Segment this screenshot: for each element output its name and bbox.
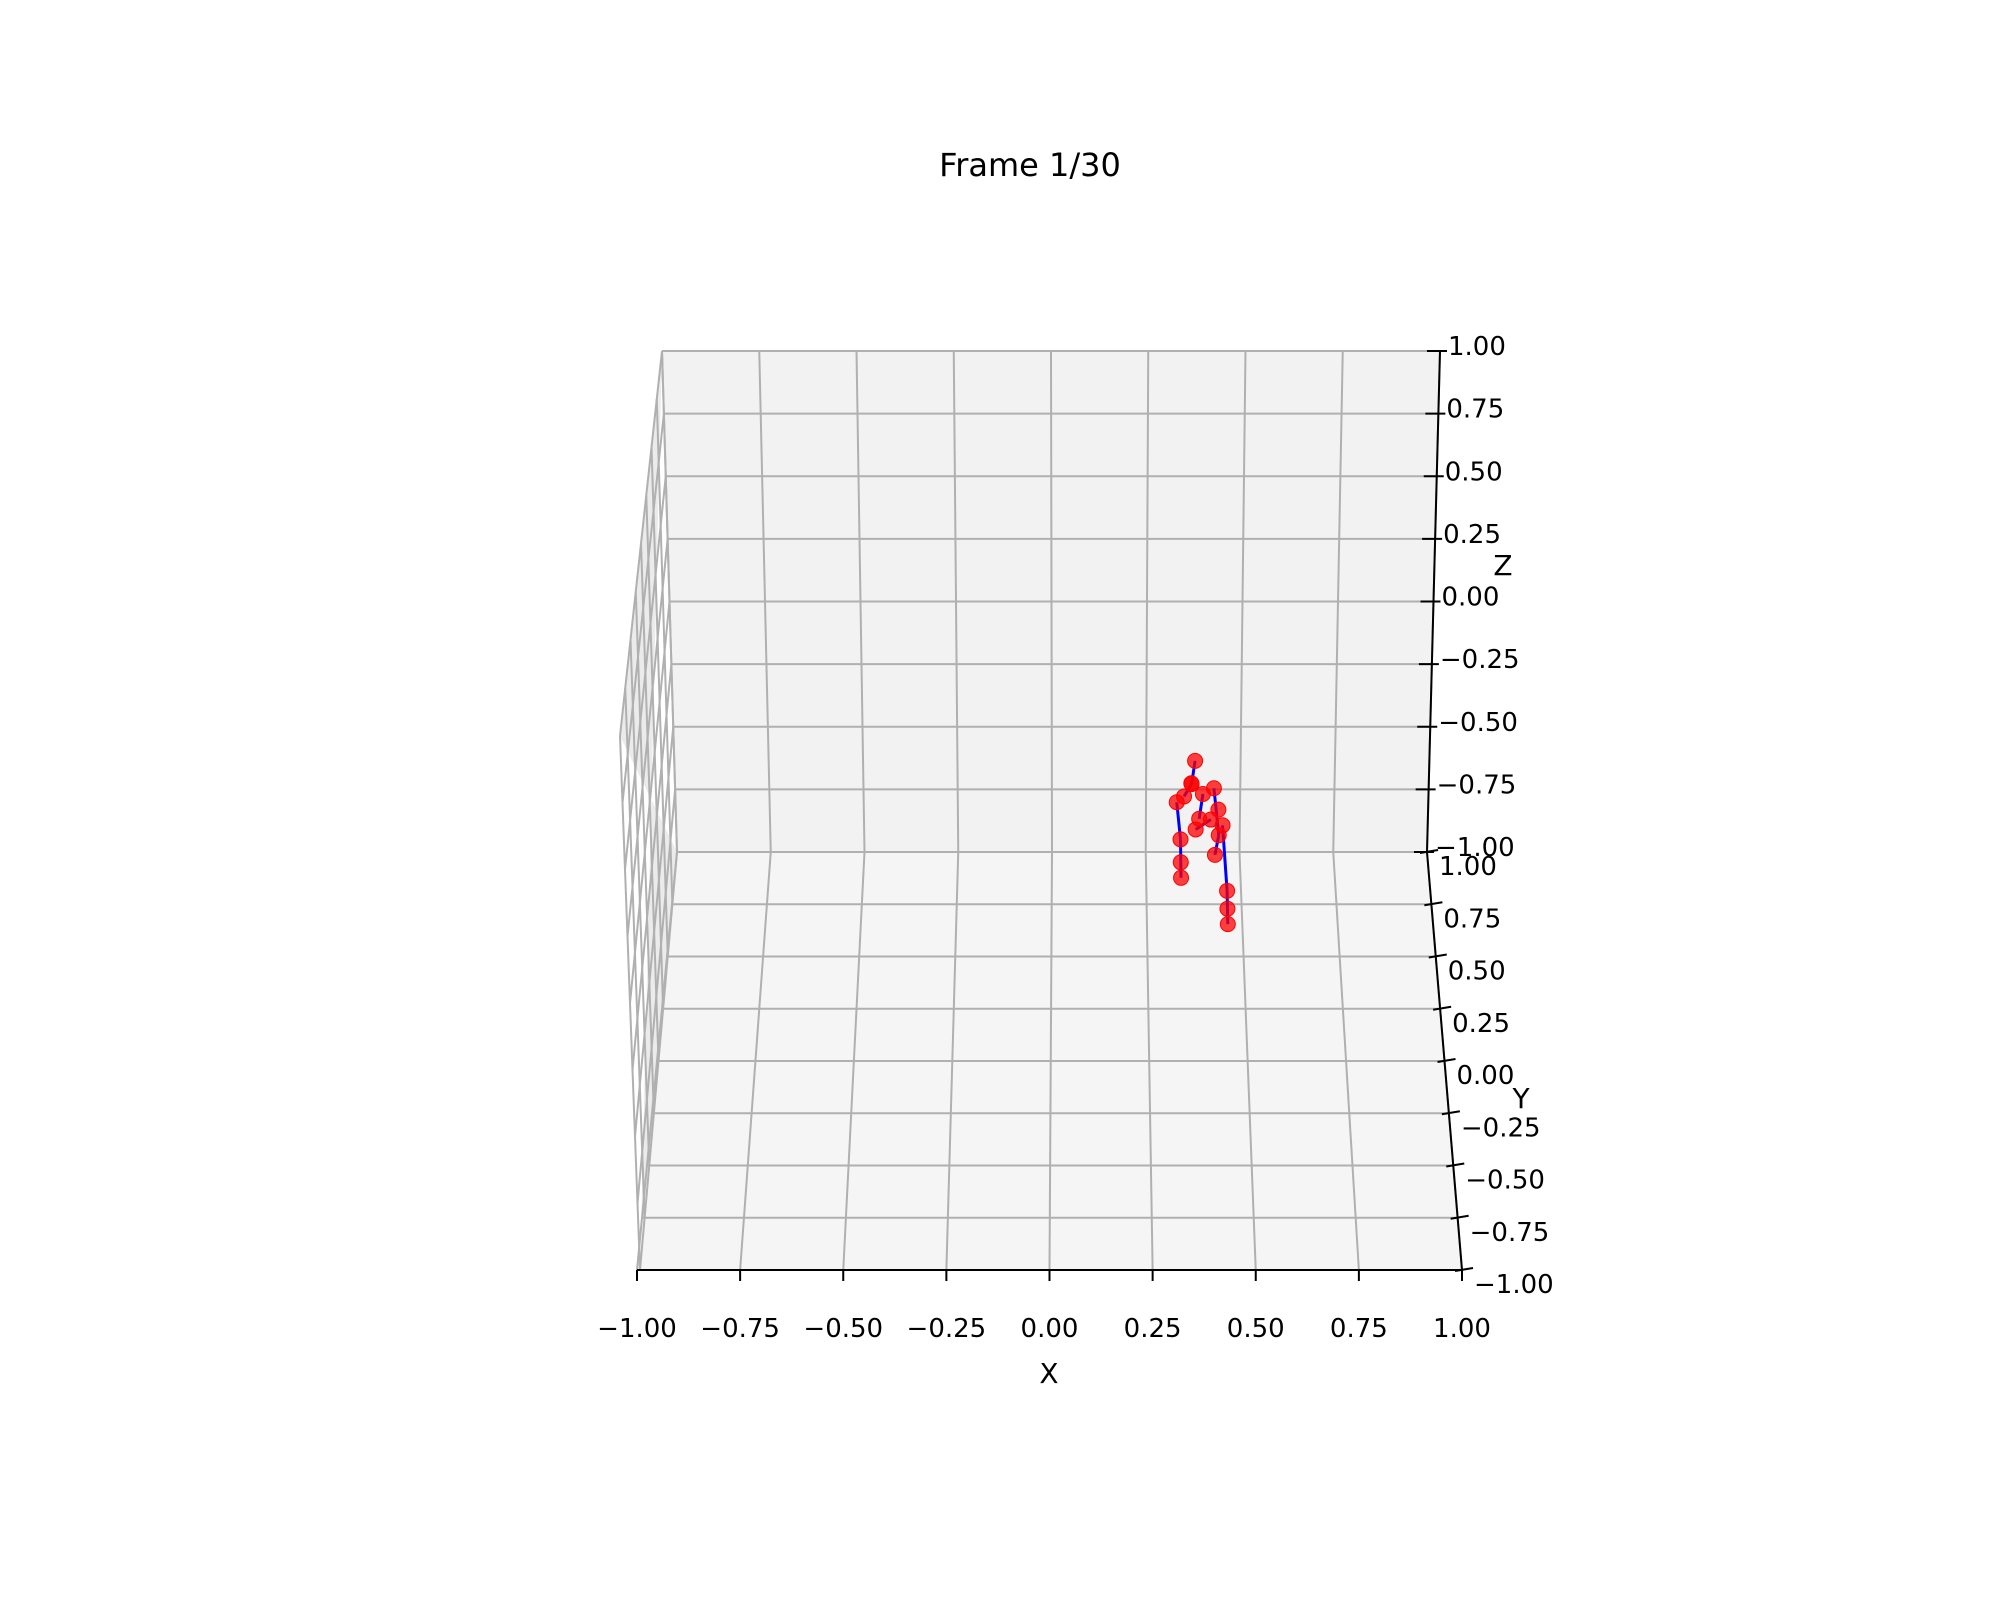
y-grid-side-7 [624,687,646,1218]
data-point-11 [1191,810,1208,827]
y-grid-side-6 [629,639,651,1166]
grid-lines [619,350,1463,1271]
y-tick-label-5: −0.25 [1461,1113,1541,1143]
y-axis-label: Y [1511,1082,1530,1115]
x-tick-label-8: 1.00 [1433,1314,1491,1344]
z-tick-label-4: 0.00 [1442,583,1500,613]
z-axis-label: Z [1493,549,1512,582]
y-tick-4 [1437,1058,1456,1063]
data-point-15 [1172,854,1189,871]
y-tick-label-6: −0.50 [1465,1166,1545,1196]
z-tick-label-2: 0.50 [1445,457,1503,487]
tick-labels: −1.00 −0.75 −0.50 −0.25 0.00 0.25 0.50 0.75 1.00… [597,332,1554,1344]
y-grid-side-4 [640,543,660,1062]
tick-marks [636,350,1474,1281]
y-tick-3 [1432,1005,1452,1011]
y-tick-label-7: −0.75 [1470,1218,1550,1248]
data-point-16 [1173,869,1190,886]
chart-title: Frame 1/30 [939,146,1121,184]
y-grid-side-5 [634,591,655,1114]
y-tick-label-0: 1.00 [1439,852,1497,882]
y-tick-8 [1454,1267,1474,1272]
y-tick-1 [1424,901,1443,907]
data-point-13 [1206,846,1223,863]
data-point-12 [1210,827,1227,844]
data-point-19 [1219,916,1236,933]
y-grid-side-1 [655,399,674,905]
x-tick-label-3: −0.25 [907,1314,987,1344]
z-tick-label-8: −1.00 [1435,833,1515,863]
x-tick-label-1: −0.75 [700,1314,780,1344]
y-tick-5 [1441,1110,1461,1116]
z-tick-label-1: 0.75 [1446,395,1504,425]
y-grid-side-8 [619,735,641,1271]
z-tick-label-6: −0.50 [1438,708,1518,738]
x-tick-label-6: 0.50 [1227,1314,1285,1344]
y-tick-label-8: −1.00 [1474,1270,1554,1300]
y-tick-2 [1428,953,1447,959]
data-point-14 [1172,831,1189,848]
axis-panes [620,351,1462,1270]
z-tick-label-0: 1.00 [1448,332,1506,362]
data-point-4 [1183,775,1200,792]
data-point-6 [1205,780,1222,797]
x-axis-label: X [1039,1357,1058,1390]
y-grid-side-0 [661,350,678,853]
y-tick-6 [1446,1162,1465,1168]
data-point-18 [1219,900,1236,917]
y-tick-label-1: 0.75 [1443,904,1501,934]
x-tick-label-7: 0.75 [1330,1314,1388,1344]
y-tick-label-4: 0.00 [1457,1061,1515,1091]
z-tick-label-5: −0.25 [1440,645,1520,675]
y-tick-label-2: 0.50 [1448,957,1506,987]
x-tick-label-4: 0.00 [1021,1314,1079,1344]
data-point-0 [1187,752,1204,769]
y-grid-side-3 [645,495,665,1009]
data-points [1168,752,1236,933]
z-tick-label-3: 0.25 [1443,520,1501,550]
x-tick-label-2: −0.50 [803,1314,883,1344]
y-tick-7 [1450,1214,1469,1220]
x-tick-label-5: 0.25 [1124,1314,1182,1344]
data-point-3 [1176,788,1193,805]
z-tick-label-7: −0.75 [1437,770,1517,800]
y-tick-label-3: 0.25 [1452,1009,1510,1039]
y-grid-side-2 [650,447,669,957]
x-tick-label-0: −1.00 [597,1314,677,1344]
data-point-17 [1219,882,1236,899]
